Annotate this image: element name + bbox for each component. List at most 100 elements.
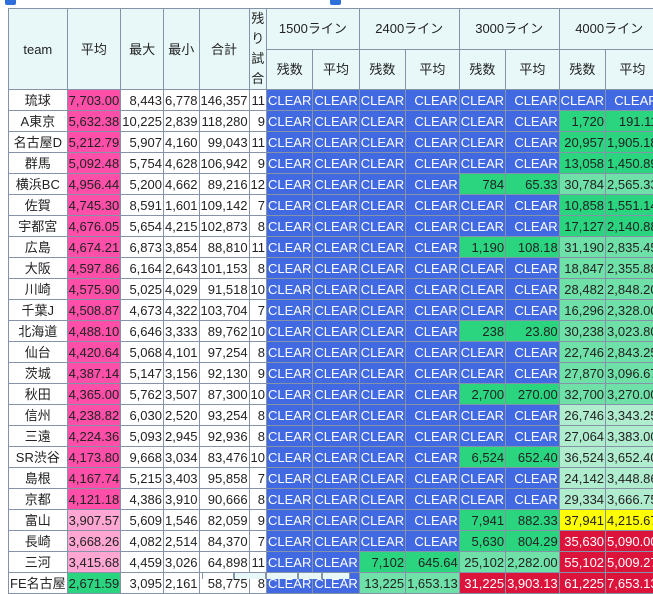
min-cell: 4,215 — [164, 216, 200, 237]
line-count-cell: CLEAR — [459, 111, 505, 132]
remaining-cell: 7 — [249, 300, 266, 321]
col-header-count[interactable]: 残数 — [267, 49, 313, 90]
team-name: 琉球 — [9, 90, 68, 111]
col-header-line-avg[interactable]: 平均 — [313, 49, 359, 90]
col-header-count[interactable]: 残数 — [359, 49, 405, 90]
col-header-line-avg[interactable]: 平均 — [506, 49, 560, 90]
line-count-cell: CLEAR — [459, 363, 505, 384]
line-avg-cell: CLEAR — [406, 342, 460, 363]
min-cell: 3,910 — [164, 489, 200, 510]
line-count-cell: CLEAR — [267, 237, 313, 258]
line-avg-cell: CLEAR — [506, 258, 560, 279]
line-count-cell: 6,524 — [459, 447, 505, 468]
line-count-cell: CLEAR — [267, 216, 313, 237]
remaining-cell: 8 — [249, 405, 266, 426]
min-cell: 1,601 — [164, 195, 200, 216]
col-header-count[interactable]: 残数 — [459, 49, 505, 90]
avg-cell: 4,121.18 — [67, 489, 121, 510]
total-cell: 101,153 — [199, 258, 249, 279]
line-avg-cell: CLEAR — [313, 552, 359, 573]
line-avg-cell: CLEAR — [313, 195, 359, 216]
col-header-total[interactable]: 合計 — [199, 9, 249, 90]
team-name: A東京 — [9, 111, 68, 132]
line-count-cell: CLEAR — [359, 216, 405, 237]
col-header-line-4000: 4000ライン — [559, 9, 653, 50]
team-name: FE名古屋 — [9, 573, 68, 594]
line-count-cell: CLEAR — [267, 90, 313, 111]
team-name: 三遠 — [9, 426, 68, 447]
col-header-line-avg[interactable]: 平均 — [406, 49, 460, 90]
line-count-cell: 27,064 — [559, 426, 605, 447]
line-avg-cell: CLEAR — [506, 111, 560, 132]
avg-cell: 4,674.21 — [67, 237, 121, 258]
max-cell: 6,030 — [121, 405, 164, 426]
total-cell: 92,130 — [199, 363, 249, 384]
line-avg-cell: CLEAR — [313, 363, 359, 384]
col-header-line-avg[interactable]: 平均 — [606, 49, 653, 90]
line-count-cell: CLEAR — [267, 111, 313, 132]
line-count-cell: CLEAR — [459, 468, 505, 489]
line-avg-cell: CLEAR — [406, 258, 460, 279]
remaining-cell: 8 — [249, 216, 266, 237]
line-count-cell: 31,190 — [559, 237, 605, 258]
line-avg-cell: CLEAR — [313, 132, 359, 153]
min-cell: 3,854 — [164, 237, 200, 258]
col-header-count[interactable]: 残数 — [559, 49, 605, 90]
remaining-cell: 12 — [249, 174, 266, 195]
line-avg-cell: 2,848.20 — [606, 279, 653, 300]
team-name: 大阪 — [9, 258, 68, 279]
col-header-team[interactable]: team — [9, 9, 68, 90]
remaining-cell: 11 — [249, 552, 266, 573]
line-avg-cell: 5,009.27 — [606, 552, 653, 573]
cut-off-legend-strip — [0, 0, 653, 8]
line-count-cell: 1,720 — [559, 111, 605, 132]
line-count-cell: 29,334 — [559, 489, 605, 510]
max-cell: 5,754 — [121, 153, 164, 174]
checkbox-icon[interactable] — [330, 0, 341, 5]
min-cell: 4,662 — [164, 174, 200, 195]
line-count-cell: CLEAR — [359, 132, 405, 153]
max-cell: 9,668 — [121, 447, 164, 468]
col-header-remaining[interactable]: 残り試合 — [249, 9, 266, 90]
line-count-cell: 20,957 — [559, 132, 605, 153]
col-header-line-1500: 1500ライン — [267, 9, 360, 50]
checkbox-icon[interactable] — [5, 0, 16, 5]
line-count-cell: CLEAR — [267, 489, 313, 510]
team-name: 信州 — [9, 405, 68, 426]
line-avg-cell: CLEAR — [313, 384, 359, 405]
remaining-cell: 8 — [249, 426, 266, 447]
max-cell: 8,443 — [121, 90, 164, 111]
line-avg-cell: 3,448.86 — [606, 468, 653, 489]
line-count-cell: CLEAR — [267, 321, 313, 342]
line-avg-cell: 2,355.88 — [606, 258, 653, 279]
max-cell: 10,225 — [121, 111, 164, 132]
line-count-cell: CLEAR — [267, 279, 313, 300]
line-avg-cell: 804.29 — [506, 531, 560, 552]
line-count-cell: 37,941 — [559, 510, 605, 531]
max-cell: 5,762 — [121, 384, 164, 405]
line-avg-cell: CLEAR — [406, 510, 460, 531]
team-name: 佐賀 — [9, 195, 68, 216]
line-count-cell: CLEAR — [459, 153, 505, 174]
avg-cell: 3,415.68 — [67, 552, 121, 573]
team-name: 島根 — [9, 468, 68, 489]
line-avg-cell: 2,282.00 — [506, 552, 560, 573]
col-header-min[interactable]: 最小 — [164, 9, 200, 90]
line-avg-cell: CLEAR — [406, 195, 460, 216]
col-header-max[interactable]: 最大 — [121, 9, 164, 90]
line-avg-cell: CLEAR — [313, 321, 359, 342]
line-count-cell: 7,941 — [459, 510, 505, 531]
line-avg-cell: 1,450.89 — [606, 153, 653, 174]
line-count-cell: CLEAR — [267, 468, 313, 489]
col-header-avg[interactable]: 平均 — [67, 9, 121, 90]
